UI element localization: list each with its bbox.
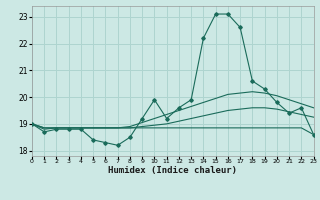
X-axis label: Humidex (Indice chaleur): Humidex (Indice chaleur)	[108, 166, 237, 175]
